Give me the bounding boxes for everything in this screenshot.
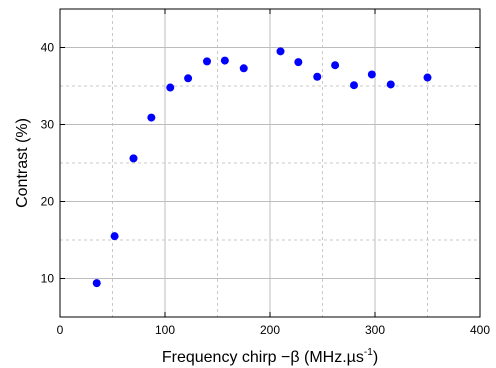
x-tick-label: 100 (155, 323, 175, 337)
data-point (367, 70, 376, 79)
data-point (294, 58, 303, 67)
data-point (239, 64, 248, 73)
data-point (92, 279, 101, 288)
data-point (313, 72, 322, 81)
x-tick-label: 400 (470, 323, 490, 337)
data-point (276, 47, 285, 56)
data-point (129, 154, 138, 163)
x-tick-label: 200 (260, 323, 280, 337)
y-tick-label: 10 (41, 272, 55, 286)
y-tick-label: 30 (41, 118, 55, 132)
data-point (110, 232, 119, 241)
x-axis-label: Frequency chirp −β (MHz.µs-1) (162, 347, 378, 366)
axis-ticks: 0 100 200 300 400 10 20 30 40 (41, 9, 490, 337)
data-point (220, 56, 229, 65)
data-point (350, 81, 358, 90)
data-point (203, 57, 211, 66)
x-axis-label-symbol: −β (281, 349, 300, 366)
data-point (166, 83, 175, 92)
data-point (147, 113, 156, 122)
y-axis-label: Contrast (%) (14, 118, 31, 208)
y-tick-label: 20 (41, 195, 55, 209)
grid-lines (60, 9, 480, 317)
x-axis-label-main: Frequency chirp (162, 349, 281, 366)
data-point (331, 61, 340, 70)
y-tick-label: 40 (41, 41, 55, 55)
x-axis-label-close: ) (373, 349, 378, 366)
data-point (386, 80, 395, 89)
data-point (184, 74, 193, 83)
x-tick-label: 300 (365, 323, 385, 337)
data-point (423, 73, 432, 82)
data-points (92, 47, 432, 288)
x-axis-label-superscript: -1 (364, 347, 373, 358)
x-tick-label: 0 (57, 323, 64, 337)
x-axis-label-unit: (MHz.µs (300, 349, 364, 366)
